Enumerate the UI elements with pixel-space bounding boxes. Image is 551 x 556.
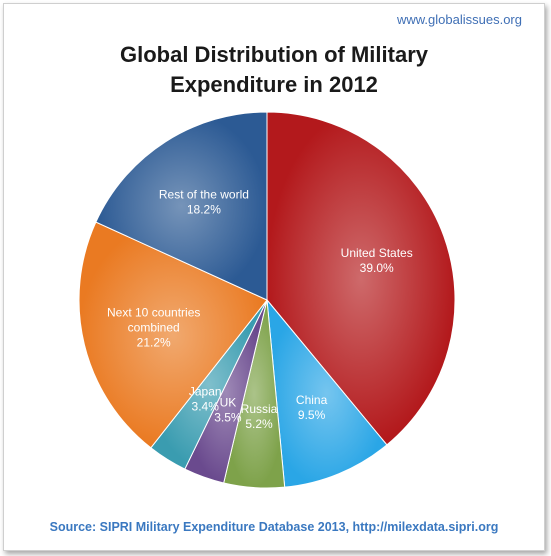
slice-value-label: 18.2%	[187, 203, 221, 217]
pie-chart: United States 39.0%China 9.5%Russia 5.2%UK 3…	[78, 111, 456, 489]
slice-label-russia: Russia 5.2%	[241, 402, 278, 431]
slice-value-label: 21.2%	[137, 336, 171, 350]
slice-name-label: Russia	[241, 402, 278, 416]
pie-slice-next-10-countries-combined	[78, 221, 268, 449]
slice-label-china: China 9.5%	[296, 393, 328, 422]
slice-value-label: 9.5%	[298, 408, 326, 422]
slice-label-united-states: United States 39.0%	[341, 246, 413, 275]
slice-name-label: Japan	[189, 384, 222, 398]
chart-card: www.globalissues.org Global Distribution…	[3, 3, 545, 551]
source-note: Source: SIPRI Military Expenditure Datab…	[49, 520, 499, 534]
chart-title: Global Distribution of Military Expendit…	[4, 40, 544, 100]
slice-name-label: combined	[128, 321, 180, 335]
pie-slice-united-states	[266, 111, 456, 446]
slice-label-japan: Japan 3.4%	[189, 384, 222, 413]
chart-title-line-2: Expenditure in 2012	[170, 72, 378, 97]
slice-label-rest-of-the-world: Rest of the world 18.2%	[159, 188, 249, 217]
slice-name-label: United States	[341, 246, 413, 260]
site-url[interactable]: www.globalissues.org	[396, 12, 522, 27]
slice-value-label: 39.0%	[360, 261, 394, 275]
chart-title-line-1: Global Distribution of Military	[120, 42, 428, 67]
pie-slice-china	[266, 298, 388, 488]
slice-label-uk: UK 3.5%	[214, 395, 242, 424]
slice-label-next-10-countries-combined: Next 10 countries combined 21.2%	[107, 306, 200, 350]
slice-name-label: China	[296, 393, 328, 407]
slice-name-label: Rest of the world	[159, 188, 249, 202]
pie-slice-rest-of-the-world	[95, 111, 268, 301]
slice-name-label: Next 10 countries	[107, 306, 200, 320]
slice-value-label: 3.5%	[214, 410, 242, 424]
slice-name-label: UK	[220, 395, 237, 409]
slice-value-label: 5.2%	[245, 417, 273, 431]
slice-value-label: 3.4%	[192, 399, 220, 413]
